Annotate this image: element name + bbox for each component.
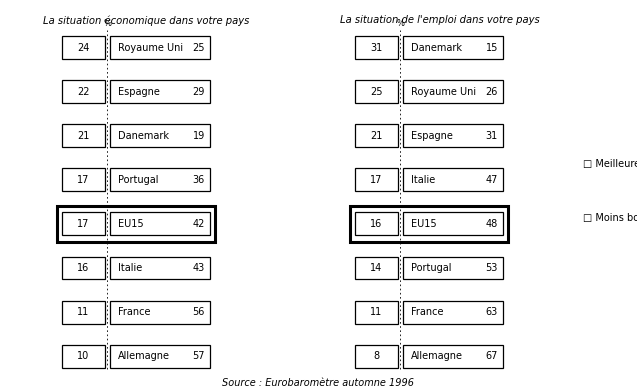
Text: □ Meilleure: □ Meilleure: [583, 159, 637, 169]
Bar: [57, 206, 215, 242]
Text: 56: 56: [192, 307, 205, 317]
Bar: [403, 213, 503, 236]
Bar: [110, 36, 210, 59]
Bar: [355, 124, 398, 147]
Text: 11: 11: [370, 307, 382, 317]
Text: 16: 16: [77, 263, 89, 273]
Text: EU15: EU15: [411, 219, 436, 229]
Text: 43: 43: [192, 263, 205, 273]
Bar: [403, 36, 503, 59]
Text: Italie: Italie: [411, 175, 435, 185]
Text: Portugal: Portugal: [118, 175, 159, 185]
Text: 67: 67: [485, 351, 498, 361]
Text: 36: 36: [192, 175, 205, 185]
Text: 10: 10: [77, 351, 89, 361]
Bar: [62, 213, 105, 236]
Text: 26: 26: [485, 87, 498, 97]
Bar: [110, 213, 210, 236]
Bar: [355, 213, 398, 236]
Bar: [110, 168, 210, 191]
Text: 11: 11: [77, 307, 89, 317]
Text: France: France: [411, 307, 443, 317]
Text: Danemark: Danemark: [118, 131, 169, 141]
Bar: [110, 80, 210, 103]
Bar: [110, 301, 210, 324]
Text: 22: 22: [77, 87, 90, 97]
Bar: [403, 80, 503, 103]
Text: 25: 25: [370, 87, 383, 97]
Text: Royaume Uni: Royaume Uni: [411, 87, 476, 97]
Bar: [62, 257, 105, 280]
Bar: [62, 80, 105, 103]
Bar: [62, 345, 105, 368]
Bar: [355, 301, 398, 324]
Bar: [62, 124, 105, 147]
Bar: [403, 124, 503, 147]
Bar: [62, 168, 105, 191]
Text: Royaume Uni: Royaume Uni: [118, 43, 183, 53]
Text: 21: 21: [77, 131, 89, 141]
Text: Source : Eurobaromètre automne 1996: Source : Eurobaromètre automne 1996: [222, 378, 415, 388]
Text: 24: 24: [77, 43, 89, 53]
Text: 25: 25: [192, 43, 205, 53]
Text: Allemagne: Allemagne: [118, 351, 170, 361]
Text: La situation économique dans votre pays: La situation économique dans votre pays: [43, 15, 250, 26]
Text: 8: 8: [373, 351, 380, 361]
Bar: [110, 345, 210, 368]
Text: 19: 19: [192, 131, 205, 141]
Text: 42: 42: [192, 219, 205, 229]
Text: France: France: [118, 307, 150, 317]
Bar: [355, 345, 398, 368]
Text: Portugal: Portugal: [411, 263, 452, 273]
Text: □ Moins bonne: □ Moins bonne: [583, 213, 637, 223]
Text: Espagne: Espagne: [118, 87, 160, 97]
Text: 57: 57: [192, 351, 205, 361]
Text: 17: 17: [77, 219, 89, 229]
Text: %: %: [103, 19, 111, 28]
Text: Italie: Italie: [118, 263, 142, 273]
Bar: [355, 80, 398, 103]
Text: 21: 21: [370, 131, 382, 141]
Text: 63: 63: [485, 307, 498, 317]
Bar: [62, 36, 105, 59]
Text: 17: 17: [370, 175, 382, 185]
Text: Espagne: Espagne: [411, 131, 453, 141]
Text: 29: 29: [192, 87, 205, 97]
Text: 31: 31: [485, 131, 498, 141]
Text: 16: 16: [370, 219, 382, 229]
Bar: [403, 168, 503, 191]
Bar: [110, 257, 210, 280]
Bar: [110, 124, 210, 147]
Text: %: %: [396, 19, 404, 28]
Text: 47: 47: [485, 175, 498, 185]
Bar: [403, 301, 503, 324]
Text: 14: 14: [370, 263, 382, 273]
Text: 31: 31: [370, 43, 382, 53]
Text: 17: 17: [77, 175, 89, 185]
Text: 53: 53: [485, 263, 498, 273]
Text: La situation de l'emploi dans votre pays: La situation de l'emploi dans votre pays: [340, 15, 540, 25]
Bar: [350, 206, 508, 242]
Bar: [355, 257, 398, 280]
Bar: [355, 36, 398, 59]
Text: EU15: EU15: [118, 219, 143, 229]
Bar: [403, 345, 503, 368]
Text: 48: 48: [485, 219, 498, 229]
Text: 15: 15: [485, 43, 498, 53]
Bar: [62, 301, 105, 324]
Text: Allemagne: Allemagne: [411, 351, 463, 361]
Bar: [403, 257, 503, 280]
Text: Danemark: Danemark: [411, 43, 462, 53]
Bar: [355, 168, 398, 191]
